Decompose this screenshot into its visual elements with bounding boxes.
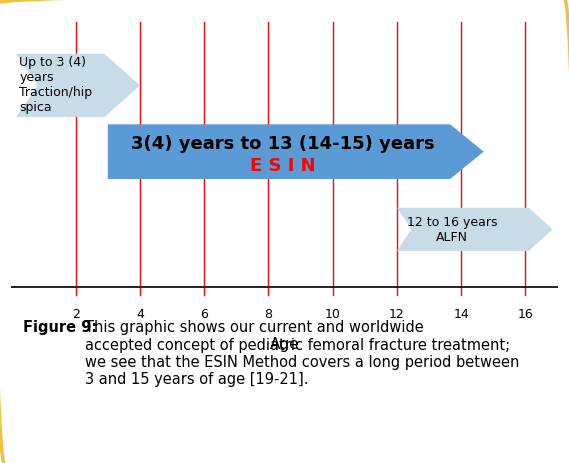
Text: 12: 12 xyxy=(389,307,405,320)
Text: 12 to 16 years
ALFN: 12 to 16 years ALFN xyxy=(407,216,497,244)
Text: 10: 10 xyxy=(325,307,341,320)
Text: Up to 3 (4)
years
Traction/hip
spica: Up to 3 (4) years Traction/hip spica xyxy=(19,56,93,114)
Text: 4: 4 xyxy=(136,307,144,320)
Polygon shape xyxy=(16,55,140,118)
Polygon shape xyxy=(108,125,484,180)
Text: 16: 16 xyxy=(518,307,533,320)
Text: 6: 6 xyxy=(200,307,208,320)
Text: 14: 14 xyxy=(453,307,469,320)
Text: This graphic shows our current and worldwide
accepted concept of pediatric femor: This graphic shows our current and world… xyxy=(85,319,519,387)
Text: Age: Age xyxy=(270,336,299,351)
Text: 3(4) years to 13 (14-15) years: 3(4) years to 13 (14-15) years xyxy=(131,135,435,153)
Text: Figure 9:: Figure 9: xyxy=(23,319,102,334)
Text: E S I N: E S I N xyxy=(250,156,316,174)
Polygon shape xyxy=(397,208,553,251)
Text: 2: 2 xyxy=(72,307,80,320)
Text: 8: 8 xyxy=(265,307,273,320)
